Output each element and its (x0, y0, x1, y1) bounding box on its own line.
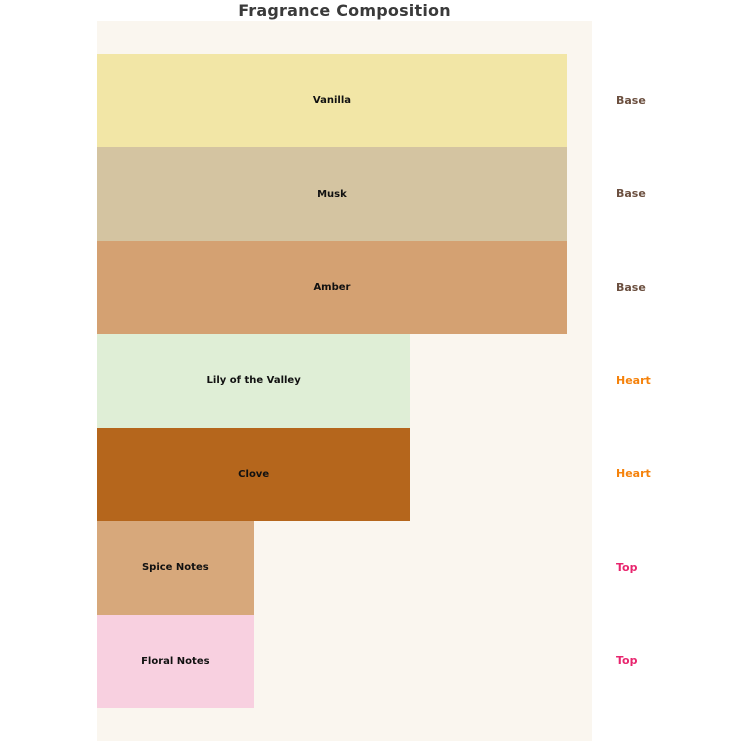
bar-spice-notes: Spice Notes (97, 521, 254, 615)
group-label-top-6: Top (616, 654, 638, 668)
group-label-base-2: Base (616, 280, 646, 294)
bar-label-floral-notes: Floral Notes (141, 655, 210, 667)
bar-label-musk: Musk (317, 188, 347, 200)
bar-clove: Clove (97, 427, 411, 522)
bar-label-spice-notes: Spice Notes (141, 562, 209, 574)
bar-label-clove: Clove (238, 468, 270, 480)
group-label-base-1: Base (616, 187, 646, 201)
bar-label-amber: Amber (313, 282, 351, 294)
bar-lily-of-the-valley: Lily of the Valley (97, 334, 411, 428)
bar-amber: Amber (97, 240, 567, 335)
bar-label-vanilla: Vanilla (312, 95, 351, 107)
bar-label-lily-of-the-valley: Lily of the Valley (206, 375, 301, 387)
group-label-heart-3: Heart (616, 374, 651, 387)
chart-title: Fragrance Composition (238, 1, 451, 20)
group-label-heart-4: Heart (616, 467, 651, 481)
bar-vanilla: Vanilla (97, 54, 567, 148)
bar-musk: Musk (97, 147, 567, 241)
bar-floral-notes: Floral Notes (97, 614, 254, 708)
group-label-base-0: Base (616, 93, 646, 107)
group-label-top-5: Top (616, 560, 638, 574)
plot-area: Vanilla Musk Amber Lily of the Valley Cl… (97, 21, 592, 741)
